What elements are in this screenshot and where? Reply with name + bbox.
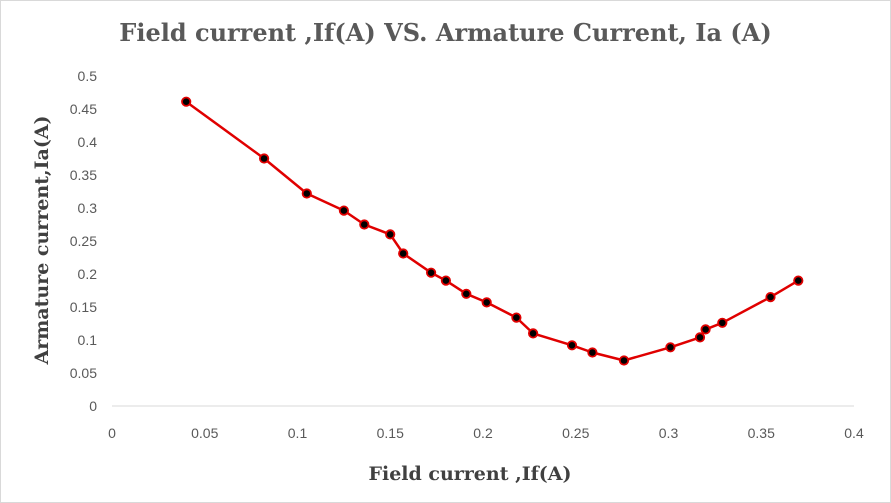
y-tick-labels: 0 0.05 0.1 0.15 0.2 0.25 0.3 0.35 0.4 0.45 0.5 — [70, 68, 97, 414]
data-point — [425, 267, 437, 278]
data-point — [338, 205, 349, 216]
x-tick-label: 0.35 — [748, 425, 775, 441]
data-point — [385, 229, 396, 240]
y-tick-label: 0.4 — [78, 134, 98, 150]
x-tick-labels: 0 0.05 0.1 0.15 0.2 0.25 0.3 0.35 0.4 — [108, 425, 864, 441]
y-axis-label: Armature current,Ia(A) — [31, 115, 53, 365]
data-point — [398, 248, 409, 259]
x-tick-label: 0.1 — [288, 425, 308, 441]
y-tick-label: 0.15 — [70, 299, 97, 315]
y-tick-label: 0.2 — [78, 266, 98, 282]
y-tick-label: 0 — [89, 398, 97, 414]
data-point — [694, 332, 706, 343]
x-tick-label: 0.4 — [844, 425, 864, 441]
data-point — [440, 275, 451, 286]
data-point — [566, 340, 578, 351]
data-point — [461, 288, 472, 299]
x-tick-label: 0.25 — [562, 425, 589, 441]
data-point — [258, 153, 270, 164]
data-point — [717, 317, 728, 328]
data-point — [793, 275, 804, 286]
x-tick-label: 0 — [108, 425, 116, 441]
x-tick-label: 0.2 — [473, 425, 493, 441]
data-point — [511, 312, 522, 323]
x-tick-label: 0.15 — [377, 425, 404, 441]
data-point — [481, 297, 492, 308]
data-point — [527, 328, 539, 339]
y-tick-label: 0.3 — [78, 200, 98, 216]
x-tick-label: 0.3 — [659, 425, 679, 441]
data-point — [359, 219, 370, 230]
y-tick-label: 0.05 — [70, 365, 97, 381]
y-tick-label: 0.1 — [78, 332, 98, 348]
series-group — [181, 96, 804, 366]
y-tick-label: 0.45 — [70, 101, 97, 117]
data-point — [301, 188, 312, 199]
x-tick-label: 0.05 — [191, 425, 218, 441]
data-point — [700, 324, 711, 335]
y-tick-label: 0.5 — [78, 68, 98, 84]
chart-title: Field current ,If(A) VS. Armature Curren… — [119, 18, 772, 47]
data-point — [765, 291, 776, 303]
data-point — [665, 342, 676, 353]
x-axis-label: Field current ,If(A) — [368, 463, 572, 485]
series-line — [185, 100, 799, 362]
y-tick-label: 0.35 — [70, 167, 97, 183]
data-point — [618, 355, 630, 366]
data-point — [587, 347, 598, 358]
data-point — [181, 96, 192, 107]
y-tick-label: 0.25 — [70, 233, 97, 249]
